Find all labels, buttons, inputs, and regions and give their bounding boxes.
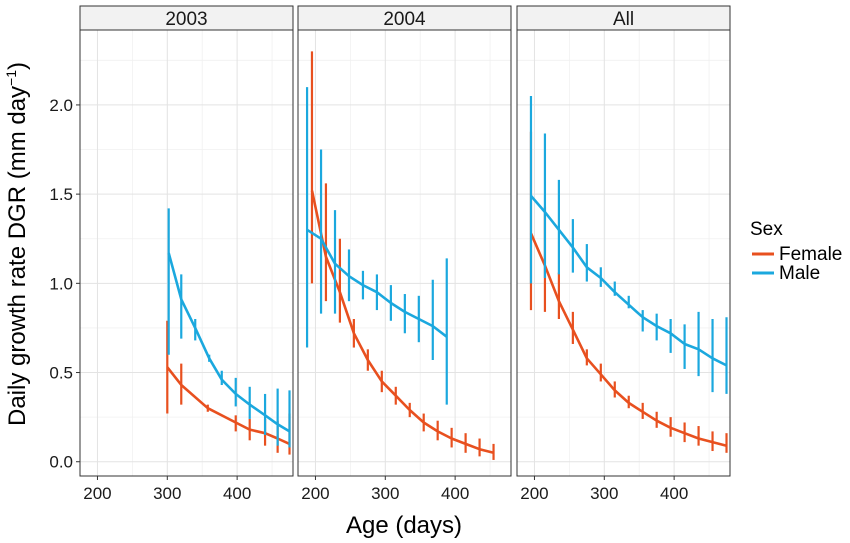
gridlines [517,30,730,476]
y-tick-label: 0.0 [49,453,73,472]
facet-strip-label: All [613,9,634,30]
x-tick-label: 400 [660,484,688,503]
series-female [310,51,495,460]
y-axis-title-close: ) [4,62,31,70]
x-axis-2004: 200 300 400 [301,476,469,503]
series-line [306,228,448,338]
panel-border [297,29,512,477]
panel-2003: 2003 [79,5,294,477]
y-axis: 0.0 0.5 1.0 1.5 2.0 [49,96,80,472]
legend-label-male: Male [779,263,820,284]
x-tick-label: 400 [441,484,469,503]
x-tick-label: 400 [223,484,251,503]
y-tick-label: 1.0 [49,274,73,293]
x-axes: 200 300 400 200 300 400 200 300 400 [83,476,688,503]
x-axis-title: Age (days) [346,512,462,539]
y-axis-title: Daily growth rate DGR (mm day−1) [3,62,31,426]
facet-strip-label: 2003 [165,9,207,30]
x-axis-2003: 200 300 400 [83,476,251,503]
facet-strip-label: 2004 [383,9,426,30]
x-tick-label: 300 [590,484,618,503]
x-axis-all: 200 300 400 [520,476,688,503]
y-tick-label: 2.0 [49,96,73,115]
series-line [529,232,727,447]
panel-all: All [516,5,731,477]
series-line [167,252,291,433]
legend-label-female: Female [779,244,842,265]
panel-border [516,29,731,477]
series-female [529,131,728,453]
facet-strip [79,5,294,31]
series-line [530,195,728,367]
gridlines [298,30,511,476]
gridlines [80,30,293,476]
series-male [167,208,291,448]
x-tick-label: 300 [153,484,181,503]
series-male [305,87,448,405]
series-line [166,366,291,446]
legend-title: Sex [750,219,783,240]
y-axis-title-main: Daily growth rate DGR (mm day [4,86,31,426]
x-tick-label: 200 [520,484,548,503]
panel-border [79,29,294,477]
panel-2004: 2004 [297,5,512,477]
y-tick-label: 0.5 [49,364,73,383]
series-male [529,96,728,394]
x-tick-label: 300 [371,484,399,503]
y-tick-label: 1.5 [49,185,73,204]
x-tick-label: 200 [83,484,111,503]
facet-panels: 2003 2004 All [79,5,731,477]
x-tick-label: 200 [301,484,329,503]
legend: Sex Female Male [750,219,842,284]
y-axis-title-superscript: −1 [3,70,19,86]
series-line [310,190,494,455]
facet-strip [516,5,731,31]
